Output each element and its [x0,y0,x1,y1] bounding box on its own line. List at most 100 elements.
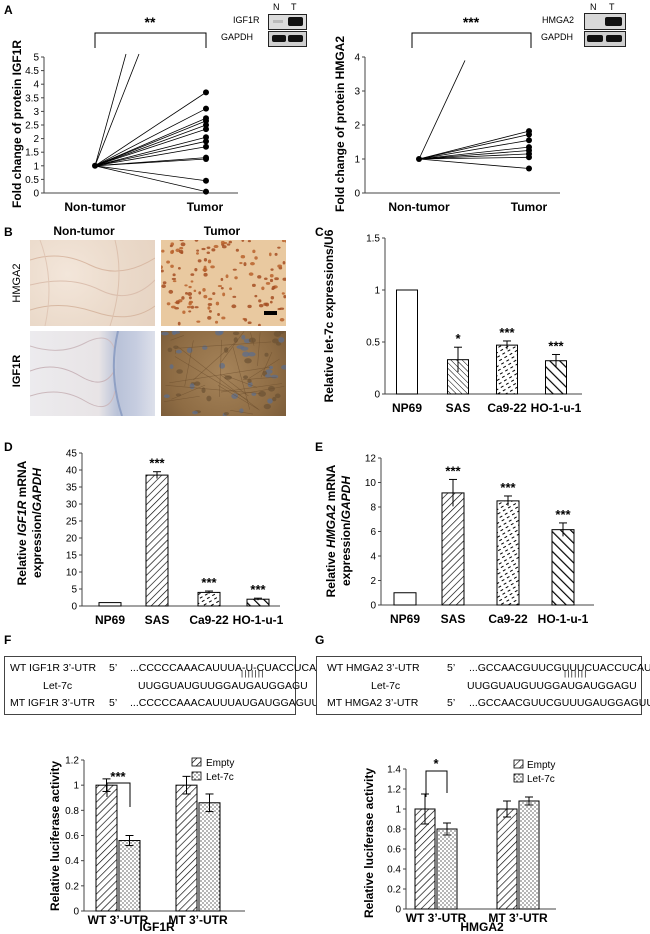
d-ytick-label: 30 [66,500,78,511]
stained-nucleus [188,310,192,313]
stroma-fiber [193,342,236,381]
d-ytick-label: 25 [66,517,78,528]
e-ytick-label: 10 [365,478,377,489]
g-bar-let7c [436,828,458,910]
d-ytick-label: 0 [71,602,77,613]
a-left-pair-line [94,158,207,167]
stained-nucleus [221,316,226,320]
blot-hmga2-band-gapdh [584,31,626,47]
stained-nucleus [282,277,286,281]
stained-nucleus [269,274,274,278]
stained-nucleus [239,261,243,265]
stroma-fiber [220,383,283,393]
ihc-hmga2-tumor [161,240,286,326]
c-xtick-label: SAS [446,401,471,415]
stained-nucleus [203,294,208,299]
blot-hmga2-gapdh-t [606,35,622,42]
a-left-xlabel-tumor: Tumor [187,200,224,214]
c-bar [496,344,518,395]
stained-nucleus [215,320,219,324]
stroma-fiber [260,351,273,378]
stroma-fiber [232,347,251,410]
a-left-pair-line [94,146,207,167]
stained-nucleus [252,249,256,254]
d-sig-star: *** [250,582,266,597]
chart-g: Relative luciferase activity 00.20.40.60… [362,756,556,934]
stained-nucleus [212,292,216,295]
c-xtick-label: Ca9-22 [487,401,527,415]
f-ytick-label: 0.8 [65,806,79,817]
d-yticks: 0 5 10 15 20 25 30 35 40 45 [66,449,82,613]
a-right-tumor-point [526,131,532,138]
stained-nucleus [254,256,258,260]
a-left-ytick-label: 2 [33,134,39,145]
d-sig-star: *** [201,575,217,590]
panel-label-a: A [4,3,13,17]
d-sig-star: *** [149,456,165,471]
a-right-tumor-point [526,154,532,161]
stroma-fiber [174,341,272,349]
stained-nucleus [282,260,286,265]
g-bar-empty [496,808,518,910]
blot-igf1r: N T IGF1R GAPDH [221,2,307,47]
d-xtick-label: NP69 [95,613,125,627]
tumor-cell [175,349,182,354]
a-right-baseline-point [416,156,422,162]
tumor-cell [176,369,183,374]
stroma-fiber [217,385,259,410]
stroma-fiber [238,386,285,395]
stained-nucleus [279,307,285,310]
stained-nucleus [185,292,188,295]
stained-nucleus [269,278,274,283]
chart-c: Relative let-7c expressions/U6 00.511.5 … [322,229,582,415]
seq-g-mt-label: MT HMGA2 3’-UTR [327,697,419,709]
a-left-outlier-line [94,53,140,166]
stained-nucleus [171,249,175,254]
stained-nucleus [247,304,252,309]
stroma-fiber [220,331,245,363]
blot-hmga2: N T HMGA2 GAPDH [541,2,644,47]
f-ytick-label: 0.2 [65,881,79,892]
tumor-cell [270,374,279,379]
tumor-cell [169,364,174,369]
seq-f-mt-label: MT IGF1R 3’-UTR [10,697,95,709]
tumor-cell [281,364,286,370]
a-right-outlier-line [418,60,466,160]
a-left-ytick-label: 2.5 [25,121,39,132]
ihc-igf1r-nontumor-texture [30,331,123,416]
a-right-ytick-label: 3 [354,87,360,98]
c-bars: NP69 * SAS *** Ca9-22 *** HO-1-u-1 [392,289,582,415]
a-left-pair-line [94,136,207,167]
a-left-ytick-label: 3.5 [25,93,39,104]
a-left-tumor-point [203,138,209,145]
stained-nucleus [198,291,202,295]
stained-nucleus [231,304,237,309]
stained-nucleus [254,294,258,298]
stained-nucleus [170,264,174,268]
stained-nucleus [193,289,197,293]
stained-nucleus [161,265,163,269]
g-legend-empty: Empty [527,760,555,771]
d-ylabel-text1: Relative [15,536,29,585]
f-xtick-label: WT 3’-UTR [88,913,149,927]
stained-nucleus [178,249,184,254]
seq-f-let-seq: UUGGUAUGUUGGAUGAUGGAGU [138,680,308,692]
a-left-outlier-line [94,53,127,166]
a-right-pair-line [418,139,530,160]
blot-igf1r-band-protein [268,14,307,30]
blot-igf1r-label-protein: IGF1R [233,15,260,25]
tumor-cell [171,331,177,336]
blot-hmga2-band-protein [584,13,626,30]
ihc-row-hmga2: HMGA2 [11,263,23,302]
panel-label-g: G [315,633,324,647]
blot-hmga2-band-t [605,17,622,26]
stroma-fiber [248,358,280,379]
g-ytick-label: 0.2 [387,885,401,896]
stroma-fiber [184,340,194,387]
stained-nucleus [202,288,206,292]
stained-nucleus [177,266,181,270]
d-ylabel-line2: expression/GAPDH [30,468,44,578]
epithelium-edge [112,331,123,416]
e-xtick-label: SAS [441,612,466,626]
